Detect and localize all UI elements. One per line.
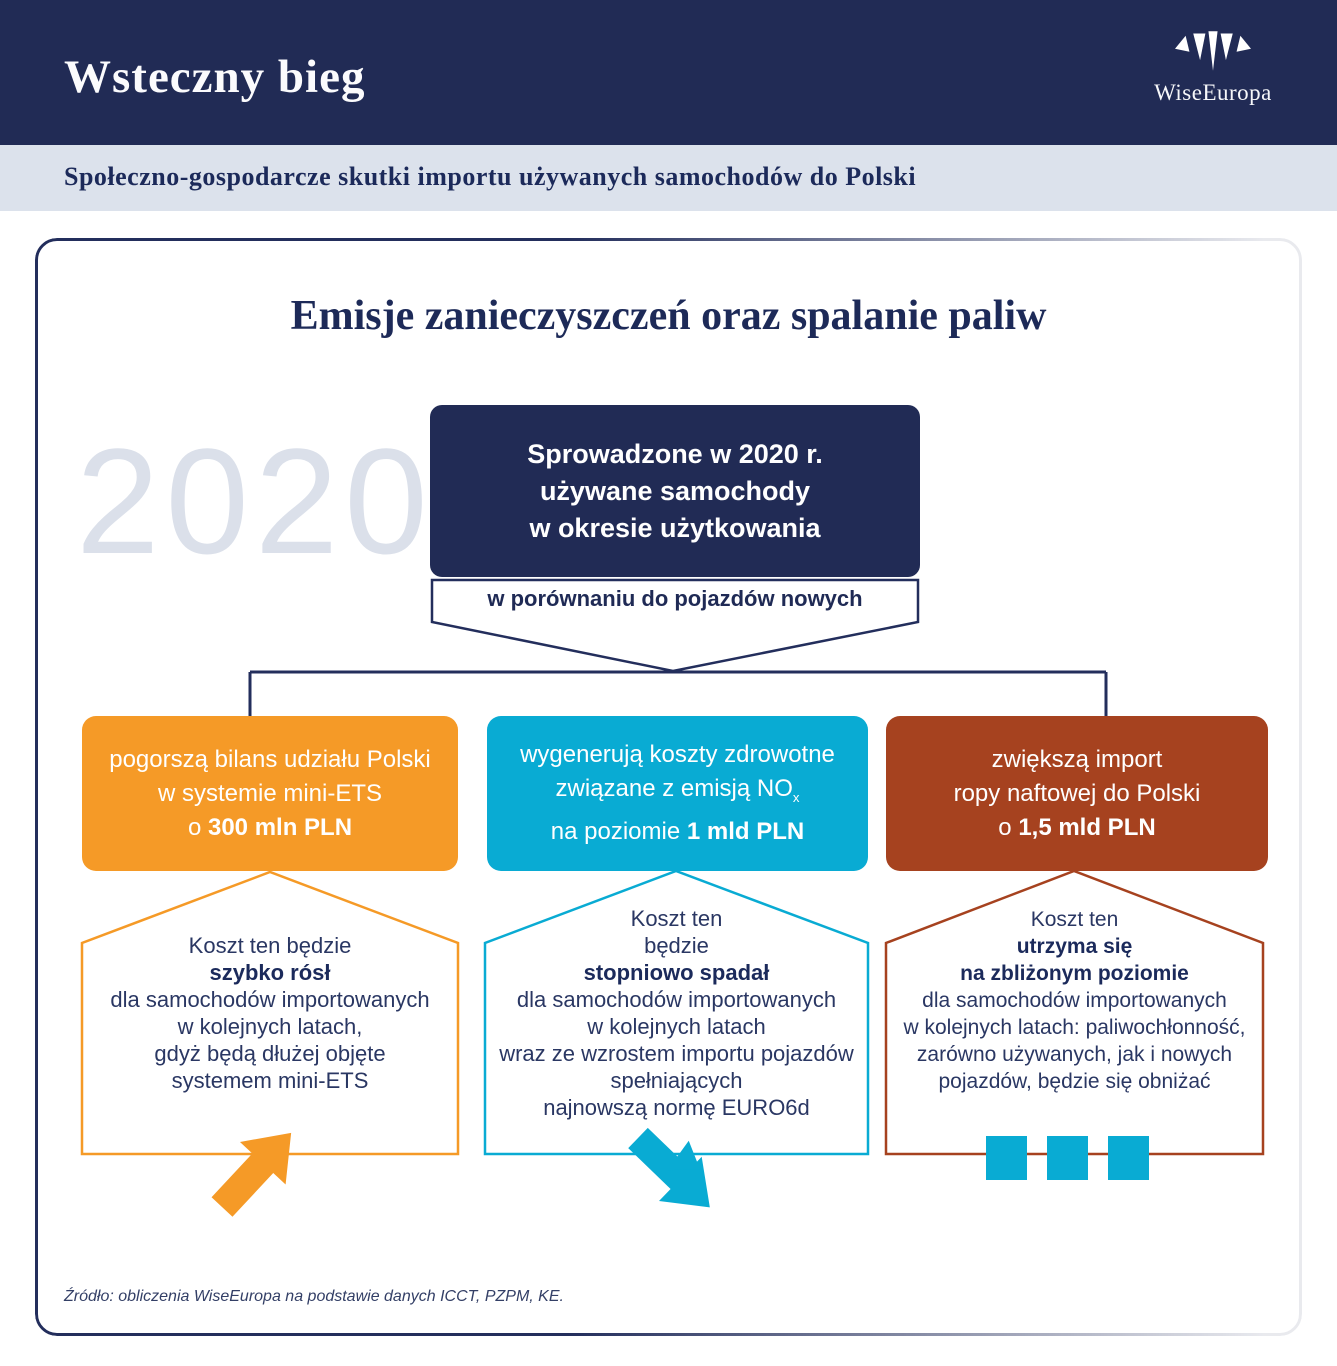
report-subtitle: Społeczno-gospodarcze skutki importu uży… <box>64 162 917 191</box>
ets-detail-line: gdyż będą dłużej objęte <box>154 1041 386 1066</box>
branch-box-nox: wygenerują koszty zdrowotne związane z e… <box>487 716 868 871</box>
page-header: Wsteczny bieg WiseEuropa <box>0 0 1337 145</box>
oil-amount: 1,5 mld PLN <box>1018 813 1156 841</box>
detail-text-ets: Koszt ten będzie szybko rósł dla samocho… <box>82 932 458 1094</box>
oil-box-line-1: zwiększą import <box>991 745 1163 773</box>
nox-detail-line: najnowszą normę EURO6d <box>543 1095 810 1120</box>
oil-detail-line-bold: utrzyma się <box>1016 935 1133 958</box>
oil-box-line-2: ropy naftowej do Polski <box>953 779 1201 807</box>
oil-detail-line-bold: na zbliżonym poziomie <box>960 962 1189 985</box>
branch-box-oil: zwiększą import ropy naftowej do Polski … <box>886 716 1268 871</box>
ets-detail-line-bold: szybko rósł <box>209 960 331 985</box>
ets-amount-prefix: o <box>187 813 208 841</box>
nox-detail-line-bold: stopniowo spadał <box>583 960 770 985</box>
nox-subscript: x <box>792 789 800 805</box>
comparison-label: w porównaniu do pojazdów nowych <box>487 586 863 611</box>
oil-amount-prefix: o <box>998 813 1019 841</box>
root-line-2: używane samochody <box>539 475 811 506</box>
branch-box-ets: pogorszą bilans udziału Polski w systemi… <box>82 716 458 871</box>
page-title: Wsteczny bieg <box>64 51 366 103</box>
oil-detail-line: pojazdów, będzie się obniżać <box>938 1070 1211 1093</box>
root-line-3: w okresie użytkowania <box>529 512 821 543</box>
nox-box-line-1: wygenerują koszty zdrowotne <box>520 741 835 769</box>
ets-box-line-1: pogorszą bilans udziału Polski <box>109 745 431 773</box>
nox-box-line-3: na poziomie 1 mld PLN <box>551 815 804 849</box>
root-node-box: Sprowadzone w 2020 r. używane samochody … <box>430 405 920 577</box>
ets-detail-line: w kolejnych latach, <box>177 1014 363 1039</box>
nox-formula-text: związane z emisją NO <box>555 775 793 803</box>
nox-amount: 1 mld PLN <box>686 817 805 845</box>
oil-detail-line: w kolejnych latach: paliwochłonność, <box>903 1016 1246 1039</box>
oil-detail-line: dla samochodów importowanych <box>922 989 1227 1012</box>
subtitle-bar: Społeczno-gospodarcze skutki importu uży… <box>0 145 1337 211</box>
nox-detail-line: dla samochodów importowanych <box>516 987 837 1012</box>
oil-box-line-3: o 1,5 mld PLN <box>998 811 1155 845</box>
ets-detail-line: systemem mini-ETS <box>171 1068 369 1093</box>
nox-detail-line: w kolejnych latach <box>587 1014 766 1039</box>
source-note: Źródło: obliczenia WiseEuropa na podstaw… <box>64 1288 564 1305</box>
section-title: Emisje zanieczyszczeń oraz spalanie pali… <box>290 293 1047 339</box>
detail-text-oil: Koszt ten utrzyma się na zbliżonym pozio… <box>886 906 1263 1095</box>
nox-detail-line: spełniających <box>610 1068 743 1093</box>
wiseeuropa-logo: WiseEuropa <box>1128 28 1298 118</box>
wiseeuropa-logo-text: WiseEuropa <box>1154 80 1272 105</box>
wiseeuropa-logo-icon <box>1175 31 1251 71</box>
ets-detail-line: Koszt ten będzie <box>188 933 352 958</box>
ets-box-line-3: o 300 mln PLN <box>188 811 352 845</box>
ets-detail-line: dla samochodów importowanych <box>110 987 430 1012</box>
year-watermark: 2020 <box>76 417 434 585</box>
nox-detail-line: wraz ze wzrostem importu pojazdów <box>499 1041 854 1066</box>
ets-amount: 300 mln PLN <box>207 813 353 841</box>
nox-box-line-2: związane z emisją NOx <box>555 772 799 815</box>
nox-detail-line: będzie <box>644 933 709 958</box>
nox-amount-prefix: na poziomie <box>550 817 687 845</box>
ets-box-line-2: w systemie mini-ETS <box>157 779 383 807</box>
oil-detail-line: zarówno używanych, jak i nowych <box>916 1043 1233 1066</box>
detail-text-nox: Koszt ten będzie stopniowo spadał dla sa… <box>485 905 868 1121</box>
root-line-1: Sprowadzone w 2020 r. <box>527 438 823 469</box>
nox-detail-line: Koszt ten <box>630 906 723 931</box>
oil-detail-line: Koszt ten <box>1030 908 1119 931</box>
